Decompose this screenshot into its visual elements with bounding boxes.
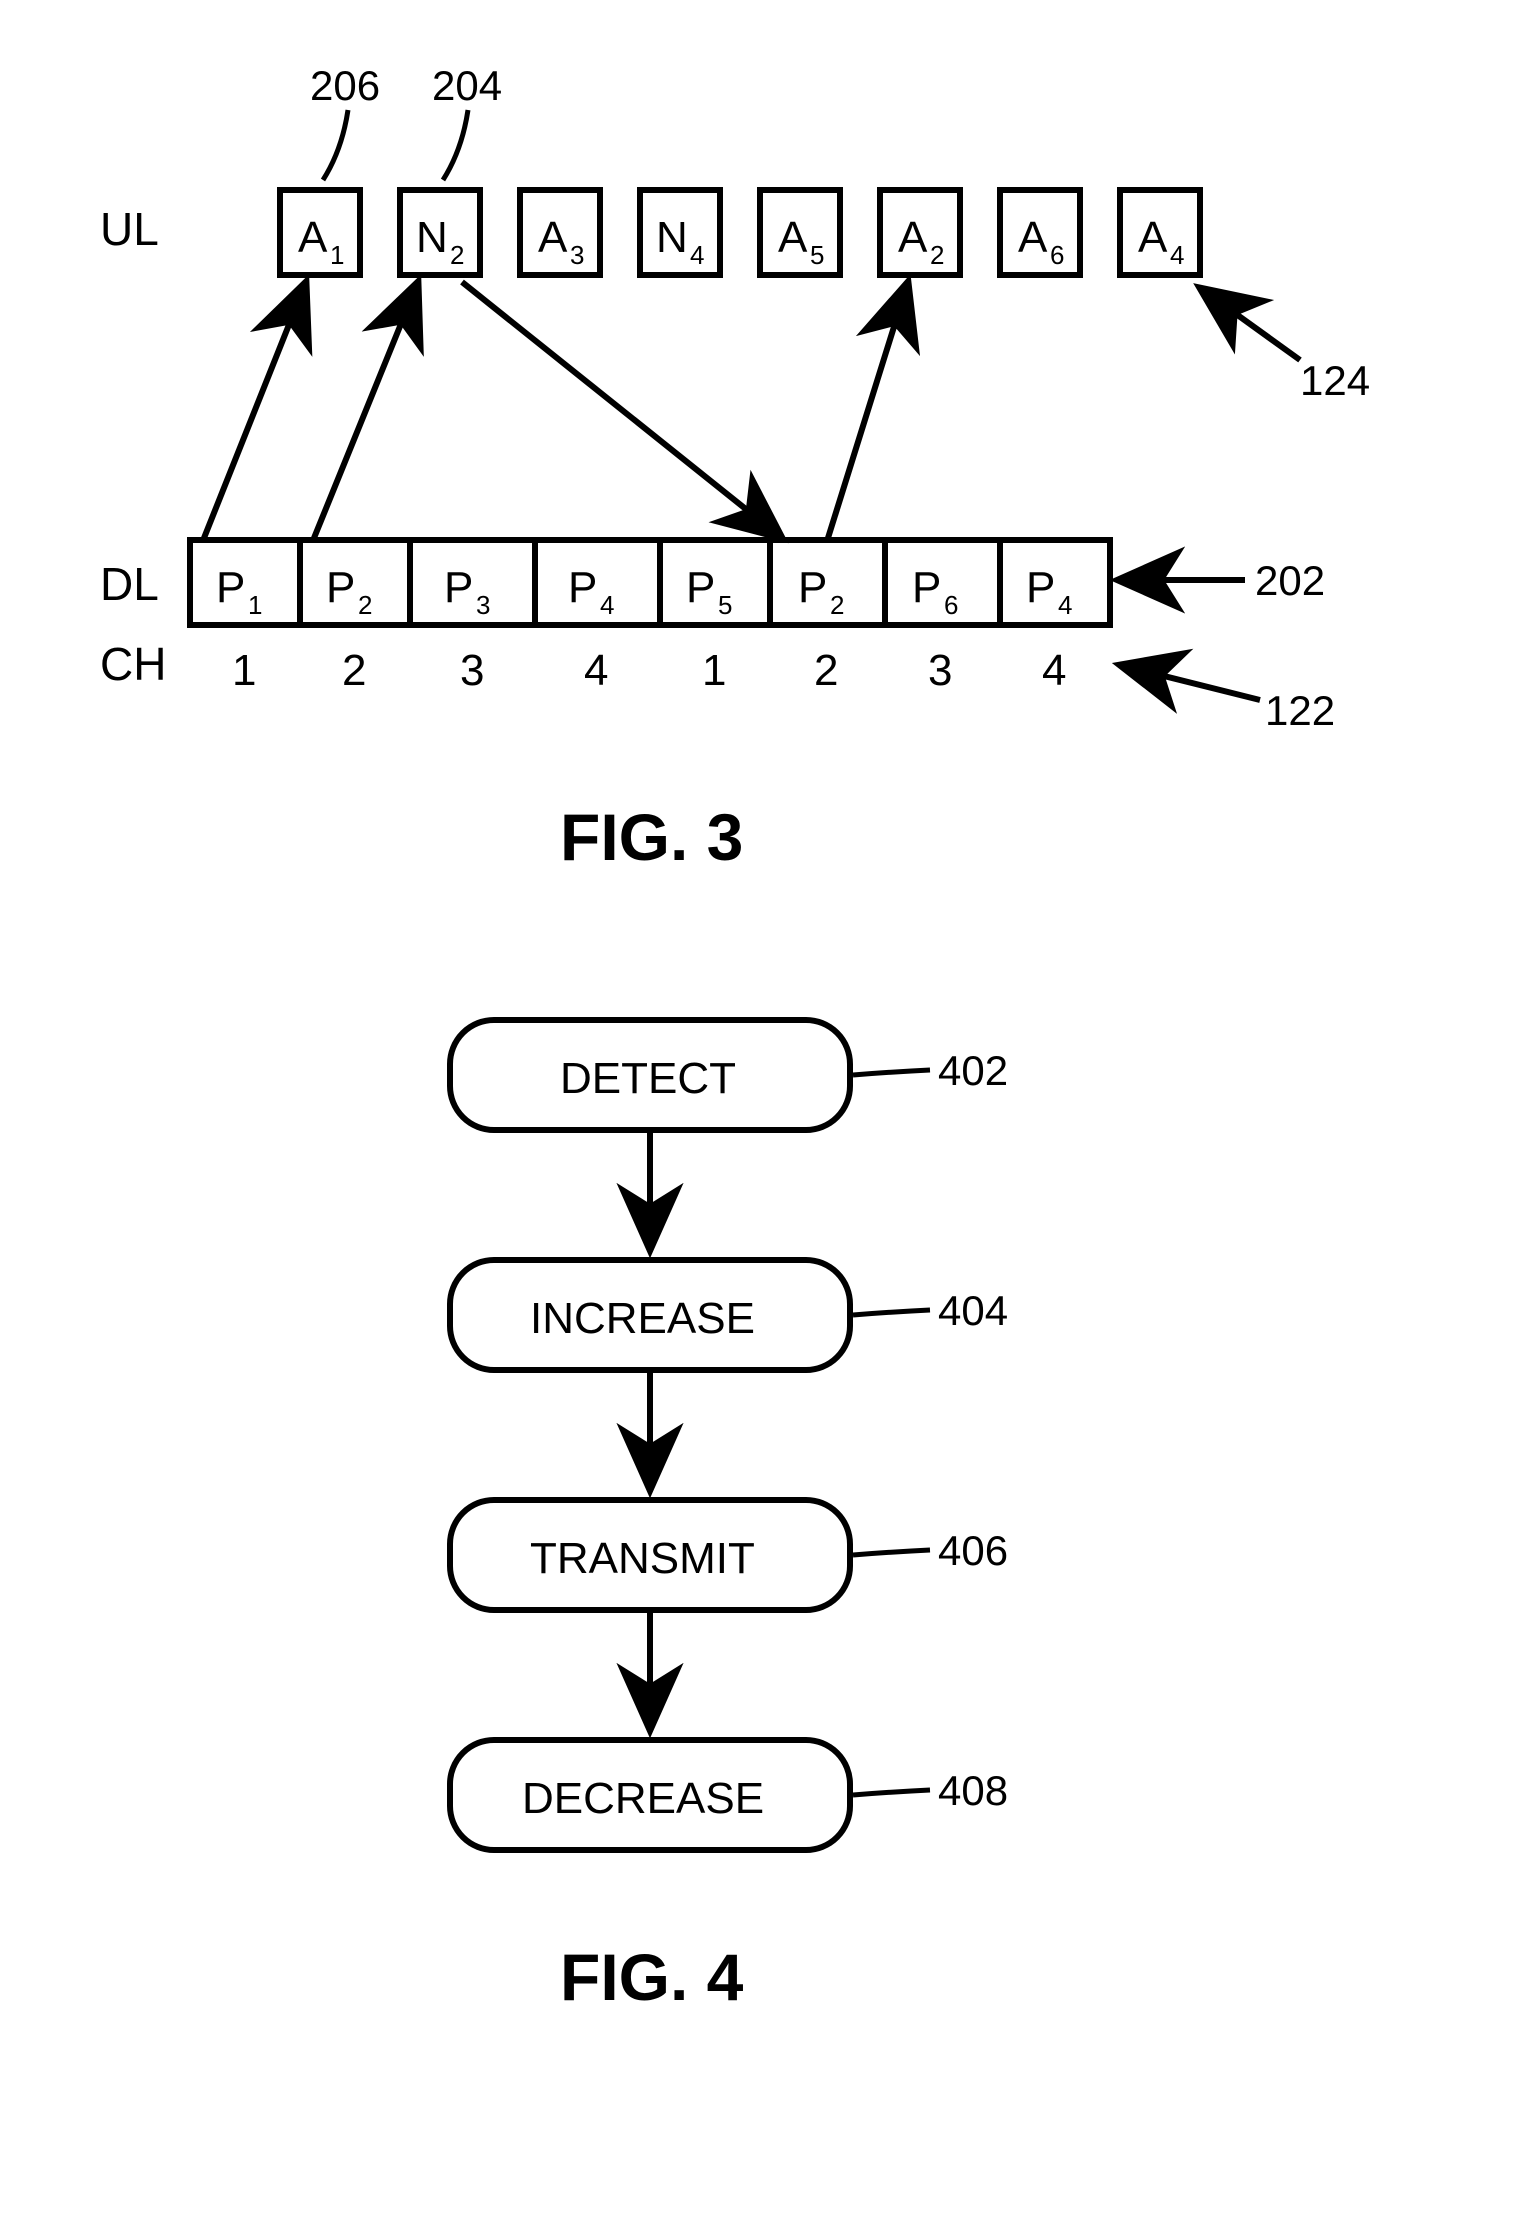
dl-cell-5-base: P — [798, 563, 827, 612]
ul-box-3-base: N — [656, 213, 688, 262]
ul-box-6: A 6 — [1000, 190, 1080, 275]
dl-cell-0: P 1 — [216, 563, 262, 620]
dl-cell-6: P 6 — [912, 563, 958, 620]
dl-cell-6-sub: 6 — [944, 590, 958, 620]
dl-cell-1-base: P — [326, 563, 355, 612]
ch-row: 1 2 3 4 1 2 3 4 — [232, 646, 1066, 695]
ref-204: 204 — [432, 62, 502, 109]
ul-box-7-base: A — [1138, 213, 1168, 262]
flow-node-0-label: DETECT — [560, 1054, 736, 1103]
ul-box-5-sub: 2 — [930, 240, 944, 270]
ul-box-6-sub: 6 — [1050, 240, 1064, 270]
ul-box-1: N 2 — [400, 190, 480, 275]
leader-406 — [853, 1550, 930, 1555]
ref-406: 406 — [938, 1527, 1008, 1574]
ch-1: 2 — [342, 646, 366, 695]
ul-box-2-sub: 3 — [570, 240, 584, 270]
ul-box-3-sub: 4 — [690, 240, 704, 270]
dl-cell-3-base: P — [568, 563, 597, 612]
dl-label: DL — [100, 558, 159, 610]
ul-box-2: A 3 — [520, 190, 600, 275]
dl-cell-6-base: P — [912, 563, 941, 612]
dl-cell-4-sub: 5 — [718, 590, 732, 620]
dl-row: P 1 P 2 P 3 P 4 P 5 P 2 — [190, 540, 1110, 625]
ul-box-7-sub: 4 — [1170, 240, 1184, 270]
page: UL DL CH 206 204 A 1 N 2 A 3 — [0, 0, 1527, 2227]
ul-box-4-base: A — [778, 213, 808, 262]
flow-node-1: INCREASE — [450, 1260, 850, 1370]
ul-box-0: A 1 — [280, 190, 360, 275]
ch-3: 4 — [584, 646, 608, 695]
dl-cell-4: P 5 — [686, 563, 732, 620]
flow-node-0: DETECT — [450, 1020, 850, 1130]
flow-node-1-label: INCREASE — [530, 1294, 755, 1343]
dl-cell-3-sub: 4 — [600, 590, 614, 620]
dl-cell-1-sub: 2 — [358, 590, 372, 620]
fig4: DETECT 402 INCREASE 404 TRANSMIT 406 DEC… — [450, 1020, 1008, 2014]
dl-cell-7-sub: 4 — [1058, 590, 1072, 620]
leader-402 — [853, 1070, 930, 1075]
ref-202: 202 — [1255, 557, 1325, 604]
ch-5: 2 — [814, 646, 838, 695]
leader-408 — [853, 1790, 930, 1795]
leader-404 — [853, 1310, 930, 1315]
ul-box-7: A 4 — [1120, 190, 1200, 275]
ul-box-3: N 4 — [640, 190, 720, 275]
ref-122: 122 — [1265, 687, 1335, 734]
dl-cell-2-sub: 3 — [476, 590, 490, 620]
ul-box-4-sub: 5 — [810, 240, 824, 270]
fig4-caption: FIG. 4 — [560, 1940, 744, 2014]
ul-box-0-base: A — [298, 213, 328, 262]
dl-cell-5: P 2 — [798, 563, 844, 620]
ch-7: 4 — [1042, 646, 1066, 695]
ch-6: 3 — [928, 646, 952, 695]
fig3-caption: FIG. 3 — [560, 800, 743, 874]
dl-cell-2-base: P — [444, 563, 473, 612]
ul-box-1-sub: 2 — [450, 240, 464, 270]
flow-node-3: DECREASE — [450, 1740, 850, 1850]
dl-cell-2: P 3 — [444, 563, 490, 620]
dl-cell-4-base: P — [686, 563, 715, 612]
ul-box-2-base: A — [538, 213, 568, 262]
ul-box-6-base: A — [1018, 213, 1048, 262]
dl-cell-7: P 4 — [1026, 563, 1072, 620]
flow-node-3-label: DECREASE — [522, 1774, 764, 1823]
ref-206: 206 — [310, 62, 380, 109]
dl-cell-1: P 2 — [326, 563, 372, 620]
ref-408: 408 — [938, 1767, 1008, 1814]
ch-4: 1 — [702, 646, 726, 695]
flow-node-2: TRANSMIT — [450, 1500, 850, 1610]
fig3-right-refs: 124 202 122 — [1118, 288, 1370, 734]
figures-svg: UL DL CH 206 204 A 1 N 2 A 3 — [0, 0, 1527, 2227]
dl-cell-0-base: P — [216, 563, 245, 612]
ul-row: A 1 N 2 A 3 N 4 A 5 — [280, 190, 1200, 275]
ch-2: 3 — [460, 646, 484, 695]
ul-box-5: A 2 — [880, 190, 960, 275]
ul-box-1-base: N — [416, 213, 448, 262]
ul-box-0-sub: 1 — [330, 240, 344, 270]
leader-204 — [443, 110, 468, 180]
dl-cell-5-sub: 2 — [830, 590, 844, 620]
ch-label: CH — [100, 638, 166, 690]
ch-0: 1 — [232, 646, 256, 695]
fig3: UL DL CH 206 204 A 1 N 2 A 3 — [100, 62, 1370, 874]
ul-label: UL — [100, 203, 159, 255]
dl-cell-0-sub: 1 — [248, 590, 262, 620]
fig3-arrows — [204, 282, 908, 538]
ul-box-5-base: A — [898, 213, 928, 262]
ul-box-4: A 5 — [760, 190, 840, 275]
leader-206 — [323, 110, 348, 180]
dl-cell-3: P 4 — [568, 563, 614, 620]
dl-cell-7-base: P — [1026, 563, 1055, 612]
ref-402: 402 — [938, 1047, 1008, 1094]
flow-node-2-label: TRANSMIT — [530, 1534, 755, 1583]
ref-404: 404 — [938, 1287, 1008, 1334]
ref-124: 124 — [1300, 357, 1370, 404]
